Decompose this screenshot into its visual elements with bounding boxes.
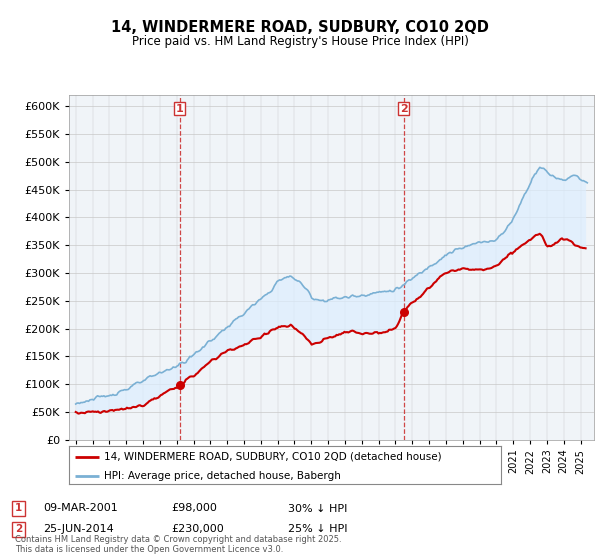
Text: 1: 1 (176, 104, 184, 114)
Text: 2: 2 (400, 104, 407, 114)
Text: HPI: Average price, detached house, Babergh: HPI: Average price, detached house, Babe… (104, 471, 340, 481)
Text: £230,000: £230,000 (171, 524, 224, 534)
Text: 2: 2 (15, 524, 22, 534)
Text: 09-MAR-2001: 09-MAR-2001 (43, 503, 118, 514)
Text: £98,000: £98,000 (171, 503, 217, 514)
Text: Contains HM Land Registry data © Crown copyright and database right 2025.
This d: Contains HM Land Registry data © Crown c… (15, 535, 341, 554)
Text: 1: 1 (15, 503, 22, 514)
Text: 30% ↓ HPI: 30% ↓ HPI (288, 503, 347, 514)
Text: Price paid vs. HM Land Registry's House Price Index (HPI): Price paid vs. HM Land Registry's House … (131, 35, 469, 48)
Text: 25-JUN-2014: 25-JUN-2014 (43, 524, 114, 534)
Text: 14, WINDERMERE ROAD, SUDBURY, CO10 2QD: 14, WINDERMERE ROAD, SUDBURY, CO10 2QD (111, 20, 489, 35)
Text: 14, WINDERMERE ROAD, SUDBURY, CO10 2QD (detached house): 14, WINDERMERE ROAD, SUDBURY, CO10 2QD (… (104, 451, 441, 461)
Text: 25% ↓ HPI: 25% ↓ HPI (288, 524, 347, 534)
